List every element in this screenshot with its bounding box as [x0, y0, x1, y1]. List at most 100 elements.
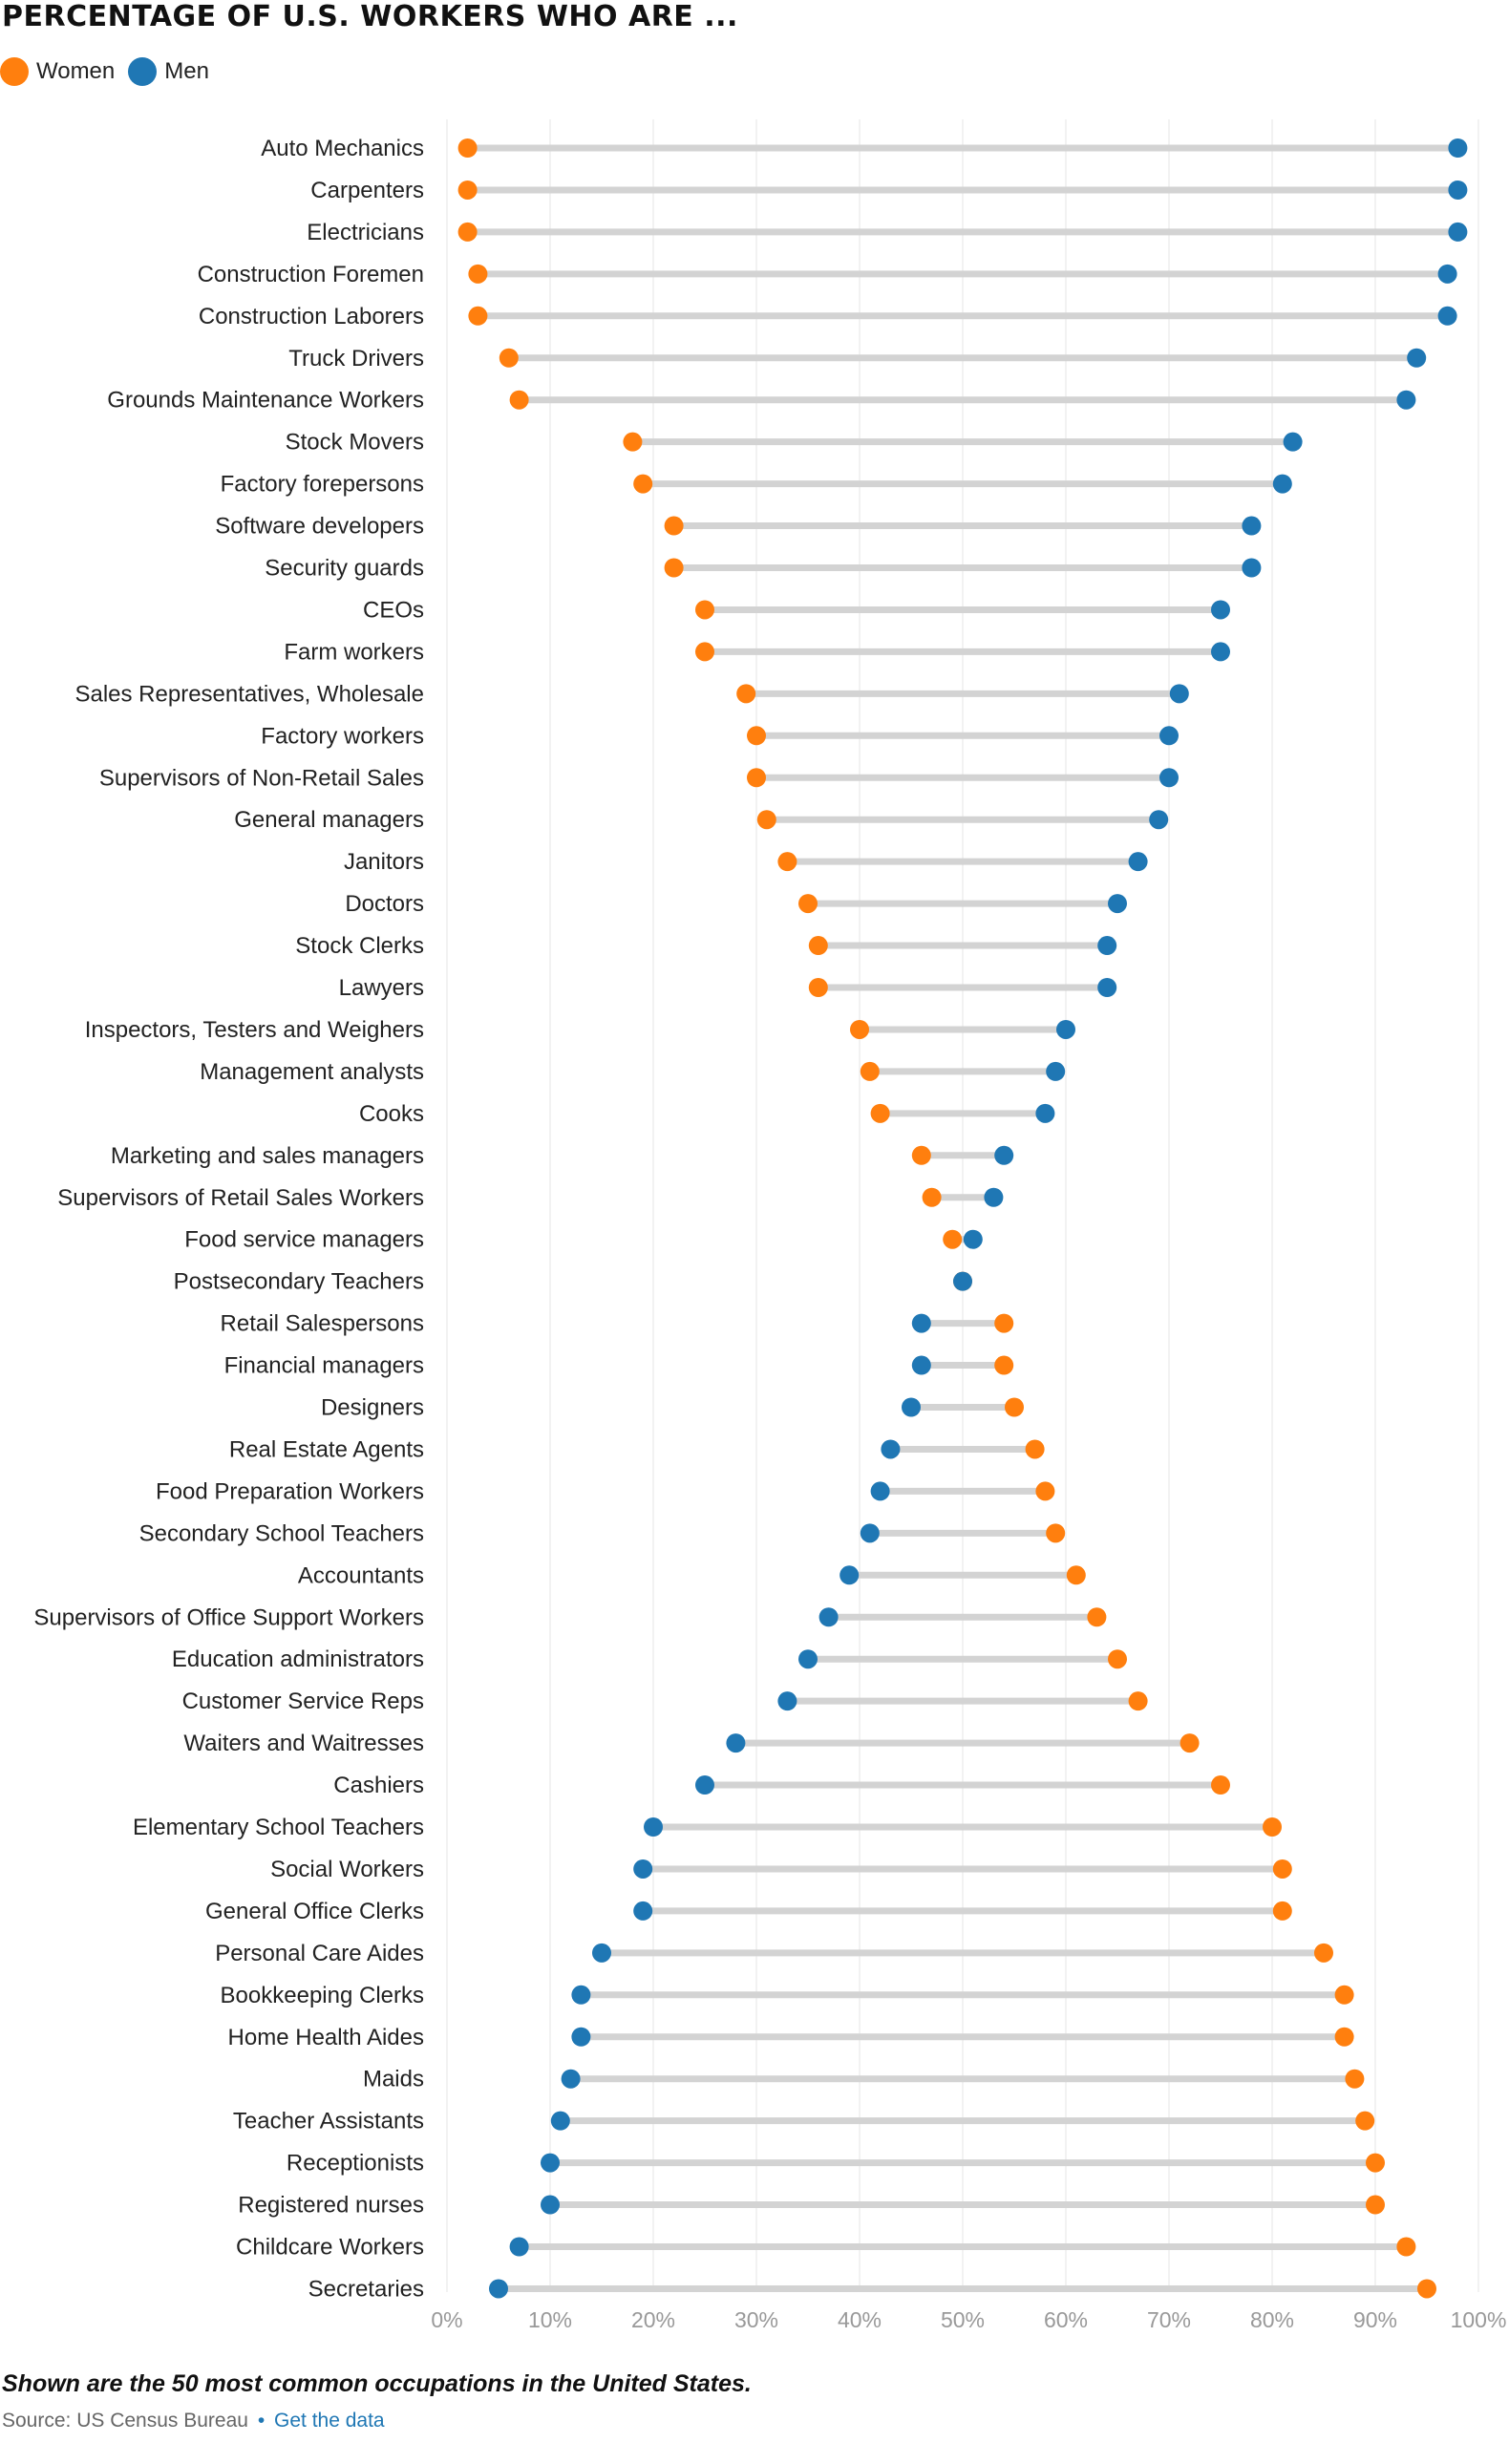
- row-label: Customer Service Reps: [182, 1689, 424, 1714]
- dumbbell-row: Maids: [363, 2067, 1365, 2092]
- row-label: Maids: [363, 2067, 424, 2092]
- row-label: Supervisors of Non-Retail Sales: [99, 765, 424, 791]
- men-point: [561, 2069, 581, 2089]
- x-tick-label: 50%: [941, 2307, 985, 2332]
- men-point: [777, 1691, 797, 1711]
- men-point: [695, 1775, 714, 1795]
- women-point: [468, 264, 488, 284]
- x-tick-label: 10%: [528, 2307, 572, 2332]
- men-point: [1035, 1103, 1055, 1123]
- dumbbell-row: Auto Mechanics: [261, 136, 1468, 161]
- men-point: [1149, 810, 1169, 830]
- legend: Women Men: [0, 55, 223, 88]
- women-point: [1108, 1649, 1127, 1669]
- row-label: CEOs: [363, 597, 424, 623]
- dumbbell-row: Registered nurses: [238, 2193, 1385, 2219]
- dumbbell-row: Supervisors of Non-Retail Sales: [99, 765, 1179, 791]
- men-point: [541, 2153, 560, 2173]
- men-point: [592, 1943, 611, 1963]
- women-point: [1211, 1775, 1230, 1795]
- dumbbell-row: Doctors: [345, 891, 1127, 917]
- dumbbell-row: Inspectors, Testers and Weighers: [85, 1017, 1075, 1043]
- row-label: General Office Clerks: [205, 1899, 424, 1924]
- dumbbell-row: Childcare Workers: [236, 2235, 1416, 2261]
- dumbbell-row: Marketing and sales managers: [111, 1143, 1014, 1169]
- women-point: [747, 726, 766, 746]
- women-point: [1314, 1943, 1333, 1963]
- dumbbell-row: Waiters and Waitresses: [183, 1731, 1200, 1756]
- dumbbell-row: General Office Clerks: [205, 1899, 1292, 1924]
- dumbbell-row: Financial managers: [224, 1353, 1014, 1379]
- women-point: [1355, 2111, 1375, 2131]
- men-point: [798, 1649, 818, 1669]
- men-point: [550, 2111, 570, 2131]
- men-point: [963, 1229, 983, 1249]
- row-label: Doctors: [345, 891, 424, 917]
- women-point: [1272, 1859, 1292, 1879]
- women-point: [1334, 2027, 1354, 2047]
- get-the-data-link[interactable]: Get the data: [274, 2410, 385, 2432]
- dumbbell-row: Real Estate Agents: [229, 1436, 1045, 1462]
- dumbbell-row: Supervisors of Retail Sales Workers: [57, 1185, 1004, 1211]
- women-point: [808, 978, 828, 997]
- dumbbell-row: Factory workers: [261, 723, 1179, 749]
- women-point: [1046, 1523, 1066, 1543]
- row-label: Factory workers: [261, 723, 424, 749]
- women-point: [633, 474, 653, 494]
- men-point: [881, 1439, 901, 1459]
- women-point: [870, 1103, 890, 1123]
- men-point: [726, 1733, 746, 1753]
- dumbbell-row: Construction Foremen: [198, 262, 1457, 287]
- dumbbell-row: Software developers: [215, 514, 1262, 540]
- dumbbell-row: Food service managers: [184, 1227, 983, 1253]
- men-point: [1242, 516, 1262, 536]
- dumbbell-row: Bookkeeping Clerks: [221, 1983, 1354, 2008]
- row-label: Education administrators: [172, 1646, 424, 1672]
- men-point: [870, 1481, 890, 1501]
- x-tick-label: 70%: [1147, 2307, 1191, 2332]
- row-label: Designers: [321, 1395, 424, 1421]
- source-separator: •: [257, 2410, 266, 2432]
- women-point: [1025, 1439, 1045, 1459]
- men-point: [541, 2195, 560, 2215]
- row-label: Bookkeeping Clerks: [221, 1983, 424, 2008]
- men-point: [571, 2027, 591, 2047]
- row-label: Supervisors of Office Support Workers: [33, 1604, 424, 1630]
- dumbbell-row: Teacher Assistants: [233, 2109, 1375, 2135]
- row-label: Construction Laborers: [199, 304, 424, 329]
- row-label: Retail Salespersons: [221, 1311, 424, 1337]
- legend-label-men: Men: [164, 58, 209, 84]
- men-point: [984, 1187, 1004, 1207]
- men-point: [1272, 474, 1292, 494]
- men-point: [1159, 768, 1179, 788]
- row-label: Software developers: [215, 514, 424, 540]
- men-point: [1211, 600, 1230, 620]
- men-point: [1128, 852, 1148, 872]
- men-point: [633, 1859, 653, 1879]
- x-tick-label: 20%: [631, 2307, 675, 2332]
- men-point: [818, 1607, 839, 1627]
- dumbbell-row: General managers: [234, 807, 1169, 833]
- row-label: Stock Clerks: [295, 933, 424, 959]
- dumbbell-row: Stock Movers: [286, 430, 1303, 456]
- women-point: [943, 1229, 963, 1249]
- women-point: [1366, 2195, 1385, 2215]
- men-point: [1448, 180, 1468, 200]
- dumbbell-row: Sales Representatives, Wholesale: [74, 681, 1189, 707]
- dumbbell-row: Grounds Maintenance Workers: [107, 388, 1416, 414]
- women-point: [457, 222, 478, 242]
- women-point: [1345, 2069, 1365, 2089]
- row-label: Electricians: [307, 220, 424, 245]
- row-label: Construction Foremen: [198, 262, 424, 287]
- source-text: Source: US Census Bureau: [2, 2410, 248, 2432]
- women-point: [994, 1313, 1014, 1333]
- men-point: [1437, 306, 1457, 326]
- men-point: [1108, 894, 1127, 914]
- dumbbell-row: Food Preparation Workers: [156, 1478, 1055, 1504]
- women-point: [756, 810, 776, 830]
- dumbbell-row: Social Workers: [270, 1857, 1292, 1882]
- row-label: Auto Mechanics: [261, 136, 424, 161]
- row-label: Cooks: [359, 1101, 424, 1127]
- x-tick-label: 30%: [734, 2307, 778, 2332]
- dumbbell-row: Electricians: [307, 220, 1468, 245]
